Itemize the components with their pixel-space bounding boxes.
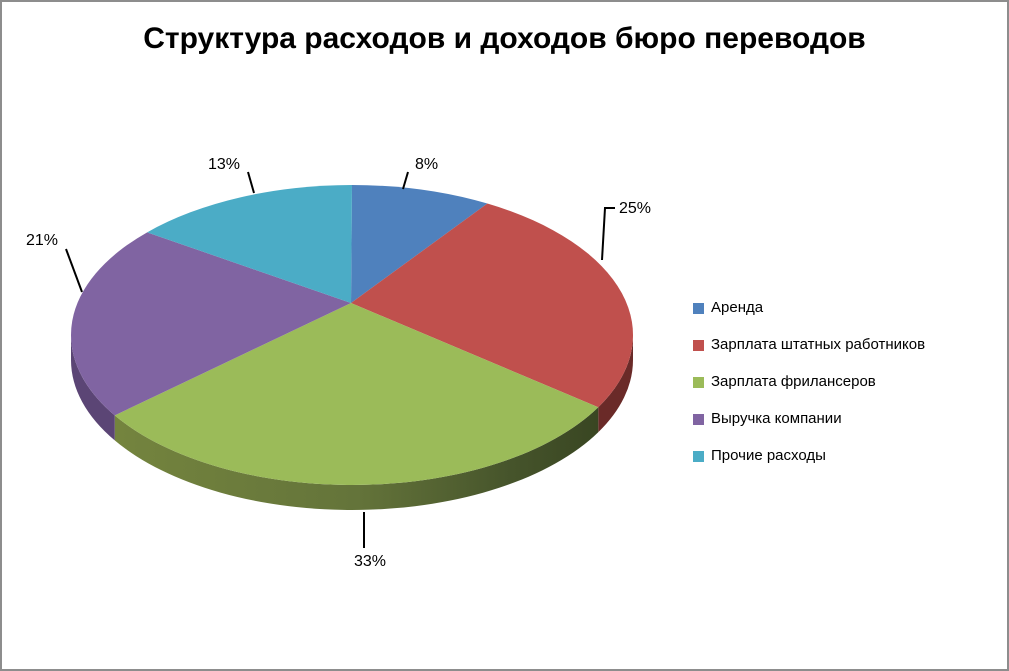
- pie-side-2: [114, 407, 599, 511]
- slice-leader-line-4: [247, 171, 255, 194]
- legend-swatch-icon: [693, 302, 704, 314]
- pie-slice-0[interactable]: [351, 185, 488, 303]
- legend-swatch-icon: [693, 450, 704, 462]
- legend-item-1[interactable]: Зарплата штатных работников: [693, 337, 925, 353]
- chart-title: Структура расходов и доходов бюро перево…: [143, 22, 866, 55]
- pie-slice-2[interactable]: [114, 303, 599, 486]
- legend-item-4[interactable]: Прочие расходы: [693, 448, 925, 464]
- legend-item-0[interactable]: Аренда: [693, 300, 925, 316]
- pie-slice-4[interactable]: [147, 185, 352, 303]
- legend-item-label: Зарплата штатных работников: [711, 336, 926, 353]
- legend-swatch-icon: [693, 413, 704, 425]
- slice-leader-line-1: [601, 207, 615, 261]
- legend-item-3[interactable]: Выручка компании: [693, 411, 925, 427]
- slice-percent-label-3: 21%: [26, 232, 58, 249]
- legend-swatch-icon: [693, 339, 704, 351]
- legend-item-label: Зарплата фрилансеров: [711, 373, 876, 390]
- slice-percent-label-2: 33%: [354, 553, 386, 570]
- slice-leader-line-3: [65, 248, 83, 293]
- legend-item-label: Аренда: [711, 299, 764, 316]
- legend-item-label: Прочие расходы: [711, 447, 826, 464]
- pie-side-3: [71, 335, 115, 441]
- slice-percent-label-1: 25%: [619, 200, 651, 217]
- legend-item-label: Выручка компании: [711, 410, 842, 427]
- slice-percent-label-4: 13%: [208, 156, 240, 173]
- legend-swatch-icon: [693, 376, 704, 388]
- pie-slice-3[interactable]: [70, 232, 351, 416]
- pie-slice-1[interactable]: [351, 203, 633, 408]
- legend: Аренда Зарплата штатных работников Зарплат…: [693, 300, 925, 485]
- legend-item-2[interactable]: Зарплата фрилансеров: [693, 374, 925, 390]
- pie-side-1: [598, 335, 633, 433]
- slice-percent-label-0: 8%: [415, 156, 438, 173]
- slice-leader-line-0: [402, 171, 409, 190]
